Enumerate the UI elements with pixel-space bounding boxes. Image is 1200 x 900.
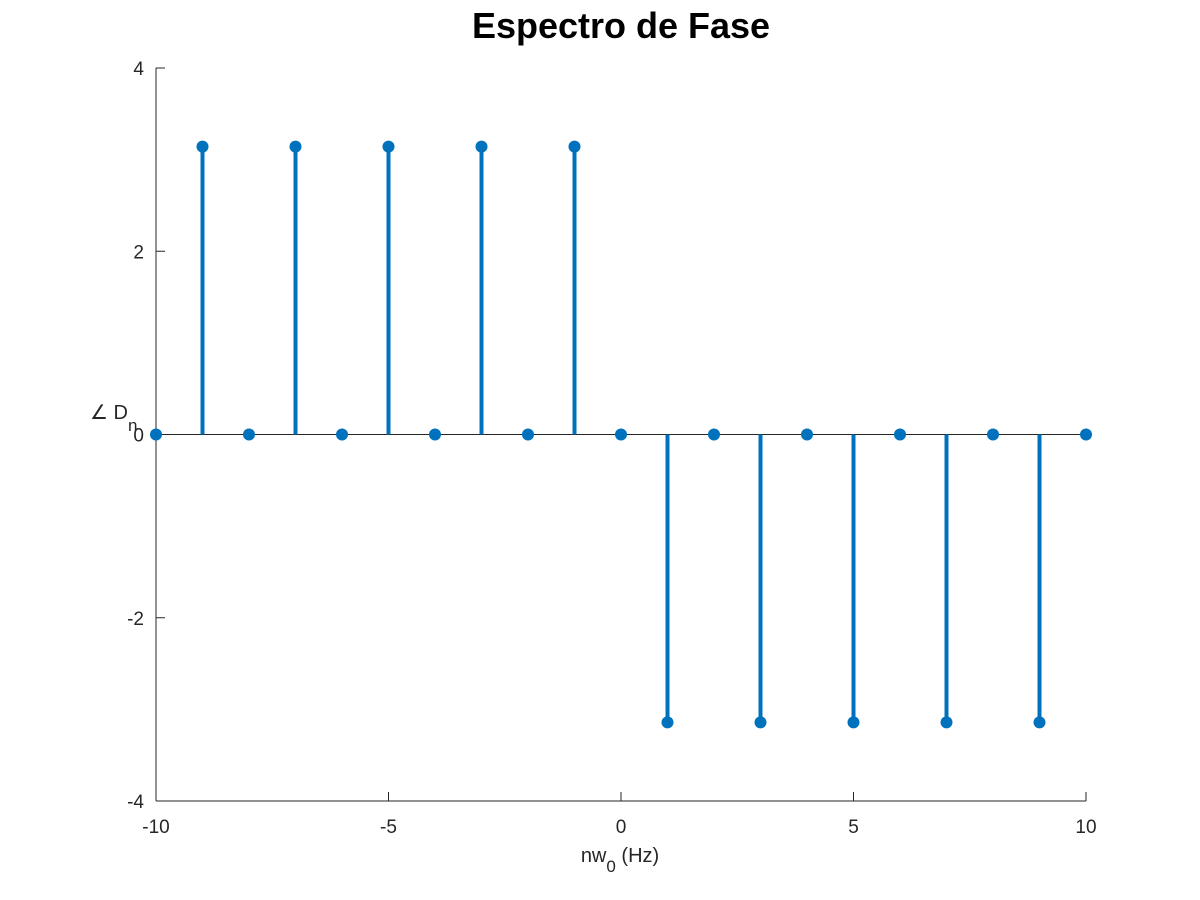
stem-marker bbox=[568, 140, 581, 153]
chart-title: Espectro de Fase bbox=[472, 5, 770, 46]
axes: -4 -2 0 2 4 -10 -5 0 5 10 bbox=[127, 59, 1096, 838]
y-tick-label: -4 bbox=[127, 792, 144, 813]
stem-marker bbox=[615, 428, 627, 441]
stem-marker bbox=[289, 140, 302, 153]
y-tick-label: 4 bbox=[133, 59, 144, 80]
stem-marker bbox=[150, 428, 162, 441]
stem-marker bbox=[847, 716, 860, 729]
stem-marker bbox=[894, 428, 906, 441]
y-tick-label: 0 bbox=[133, 426, 144, 447]
stem-marker bbox=[661, 716, 674, 729]
stem-marker bbox=[243, 428, 255, 441]
stem-marker bbox=[1080, 428, 1092, 441]
stem-marker bbox=[801, 428, 813, 441]
y-tick-label: -2 bbox=[127, 609, 144, 630]
x-tick-label: -10 bbox=[142, 817, 169, 838]
stem-marker bbox=[708, 428, 720, 441]
stem-marker bbox=[429, 428, 441, 441]
stem-marker bbox=[382, 140, 395, 153]
stem-marker bbox=[475, 140, 488, 153]
y-axis-label-main: ∠ D bbox=[90, 402, 128, 424]
stem-marker bbox=[522, 428, 534, 441]
stem-marker bbox=[336, 428, 348, 441]
x-tick-label: 10 bbox=[1075, 817, 1096, 838]
y-axis-label-subscript: n bbox=[128, 416, 137, 435]
stem-marker bbox=[754, 716, 767, 729]
x-tick-label: 5 bbox=[848, 817, 859, 838]
x-axis-label-suffix: (Hz) bbox=[616, 845, 659, 867]
stem-marker bbox=[1033, 716, 1046, 729]
y-axis-label: ∠ Dn bbox=[90, 402, 137, 435]
x-tick-label: -5 bbox=[380, 817, 397, 838]
stem-series bbox=[150, 140, 1092, 729]
x-axis-label-subscript: 0 bbox=[606, 857, 615, 876]
x-axis-label-main: nw bbox=[581, 845, 607, 867]
stem-marker bbox=[196, 140, 209, 153]
y-tick-label: 2 bbox=[133, 242, 144, 263]
x-tick-label: 0 bbox=[616, 817, 627, 838]
stem-marker bbox=[987, 428, 999, 441]
x-axis-label: nw0 (Hz) bbox=[581, 845, 659, 876]
stem-marker bbox=[940, 716, 953, 729]
